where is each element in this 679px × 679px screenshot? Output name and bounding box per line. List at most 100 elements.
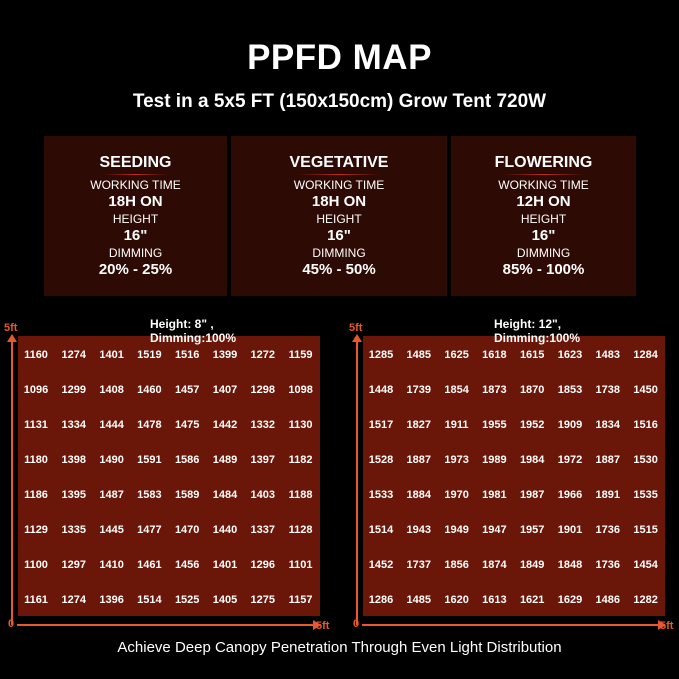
x-axis-arrow-icon bbox=[658, 620, 666, 630]
ppfd-value: 1525 bbox=[174, 594, 200, 606]
working-time-value: 12H ON bbox=[516, 193, 571, 210]
map-caption: Height: 12", Dimming:100% bbox=[494, 317, 581, 345]
ppfd-value: 1970 bbox=[444, 489, 469, 501]
height-value: 16" bbox=[531, 227, 556, 244]
ppfd-value: 1298 bbox=[250, 384, 276, 396]
ppfd-value: 1530 bbox=[633, 454, 658, 466]
ppfd-value: 1884 bbox=[406, 489, 432, 501]
ppfd-value: 1096 bbox=[23, 384, 49, 396]
card-seeding: SEEDING WORKING TIME 18H ON HEIGHT 16" D… bbox=[44, 136, 227, 296]
ppfd-value: 1516 bbox=[174, 349, 200, 361]
ppfd-value: 1873 bbox=[482, 384, 507, 396]
ppfd-value: 1514 bbox=[137, 594, 162, 606]
ppfd-value: 1737 bbox=[406, 559, 432, 571]
ppfd-value: 1475 bbox=[174, 419, 200, 431]
ppfd-value: 1615 bbox=[519, 349, 545, 361]
ppfd-value: 1736 bbox=[595, 524, 621, 536]
ppfd-value: 1457 bbox=[174, 384, 200, 396]
ppfd-value: 1957 bbox=[519, 524, 545, 536]
ppfd-value: 1444 bbox=[99, 419, 124, 431]
ppfd-value: 1535 bbox=[633, 489, 658, 501]
ppfd-value: 1618 bbox=[482, 349, 507, 361]
y-axis-max-label: 5ft bbox=[4, 322, 18, 334]
x-axis-line bbox=[17, 624, 317, 626]
ppfd-value: 1448 bbox=[368, 384, 394, 396]
ppfd-value: 1849 bbox=[519, 559, 545, 571]
ppfd-value: 1456 bbox=[174, 559, 200, 571]
ppfd-value: 1621 bbox=[519, 594, 545, 606]
ppfd-value: 1410 bbox=[99, 559, 124, 571]
ppfd-value: 1284 bbox=[633, 349, 658, 361]
ppfd-value: 1981 bbox=[482, 489, 507, 501]
ppfd-value: 1274 bbox=[61, 349, 87, 361]
ppfd-value: 1586 bbox=[174, 454, 200, 466]
y-axis-line bbox=[11, 340, 13, 625]
ppfd-value: 1966 bbox=[557, 489, 583, 501]
ppfd-value: 1397 bbox=[250, 454, 276, 466]
ppfd-value: 1870 bbox=[519, 384, 545, 396]
ppfd-value: 1827 bbox=[406, 419, 432, 431]
ppfd-value: 1337 bbox=[250, 524, 276, 536]
ppfd-value: 1514 bbox=[368, 524, 394, 536]
height-value: 16" bbox=[327, 227, 351, 244]
ppfd-value: 1952 bbox=[519, 419, 545, 431]
ppfd-value: 1180 bbox=[24, 454, 48, 466]
ppfd-value: 1296 bbox=[250, 559, 276, 571]
ppfd-value: 1853 bbox=[557, 384, 583, 396]
dimming-value: 85% - 100% bbox=[502, 261, 585, 278]
ppfd-value: 1949 bbox=[444, 524, 469, 536]
ppfd-value: 1460 bbox=[137, 384, 162, 396]
ppfd-value: 1887 bbox=[406, 454, 432, 466]
working-time-value: 18H ON bbox=[311, 193, 367, 210]
ppfd-value: 1286 bbox=[368, 594, 394, 606]
ppfd-value: 1583 bbox=[137, 489, 162, 501]
ppfd-value: 1461 bbox=[137, 559, 162, 571]
ppfd-value: 1911 bbox=[444, 419, 469, 431]
ppfd-value: 1129 bbox=[24, 524, 48, 536]
ppfd-value: 1297 bbox=[61, 559, 87, 571]
ppfd-value: 1519 bbox=[137, 349, 162, 361]
ppfd-value: 1484 bbox=[212, 489, 238, 501]
ppfd-value: 1401 bbox=[212, 559, 238, 571]
ppfd-value: 1947 bbox=[482, 524, 507, 536]
ppfd-value: 1454 bbox=[633, 559, 658, 571]
ppfd-value: 1299 bbox=[61, 384, 87, 396]
ppfd-value: 1157 bbox=[288, 594, 313, 606]
ppfd-value: 1972 bbox=[557, 454, 583, 466]
ppfd-value: 1130 bbox=[288, 419, 313, 431]
ppfd-value: 1332 bbox=[250, 419, 276, 431]
ppfd-value: 1973 bbox=[444, 454, 469, 466]
ppfd-value: 1407 bbox=[212, 384, 238, 396]
ppfd-value: 1909 bbox=[557, 419, 583, 431]
x-axis-line bbox=[362, 624, 662, 626]
ppfd-value: 1515 bbox=[633, 524, 658, 536]
ppfd-value: 1131 bbox=[24, 419, 48, 431]
ppfd-value: 1285 bbox=[368, 349, 394, 361]
ppfd-value: 1272 bbox=[250, 349, 276, 361]
ppfd-value: 1856 bbox=[444, 559, 469, 571]
map-caption: Height: 8" , Dimming:100% bbox=[150, 317, 237, 345]
ppfd-value: 1517 bbox=[368, 419, 394, 431]
ppfd-value: 1528 bbox=[368, 454, 394, 466]
ppfd-value: 1470 bbox=[174, 524, 200, 536]
ppfd-value: 1186 bbox=[24, 489, 48, 501]
heat-zone-1 bbox=[363, 336, 665, 616]
x-axis-arrow-icon bbox=[313, 620, 321, 630]
ppfd-value: 1478 bbox=[137, 419, 162, 431]
ppfd-value: 1591 bbox=[137, 454, 162, 466]
ppfd-value: 1161 bbox=[24, 594, 48, 606]
ppfd-value: 1442 bbox=[212, 419, 238, 431]
dimming-label: DIMMING bbox=[312, 246, 366, 260]
ppfd-value: 1282 bbox=[633, 594, 658, 606]
ppfd-value: 1533 bbox=[368, 489, 394, 501]
ppfd-value: 1485 bbox=[406, 349, 432, 361]
ppfd-value: 1401 bbox=[99, 349, 124, 361]
ppfd-value: 1486 bbox=[595, 594, 621, 606]
ppfd-value: 1887 bbox=[595, 454, 621, 466]
ppfd-value: 1398 bbox=[61, 454, 87, 466]
dimming-value: 20% - 25% bbox=[98, 261, 173, 278]
ppfd-value: 1901 bbox=[557, 524, 583, 536]
ppfd-value: 1334 bbox=[61, 419, 87, 431]
page-title: PPFD MAP bbox=[247, 38, 432, 77]
ppfd-value: 1874 bbox=[482, 559, 507, 571]
